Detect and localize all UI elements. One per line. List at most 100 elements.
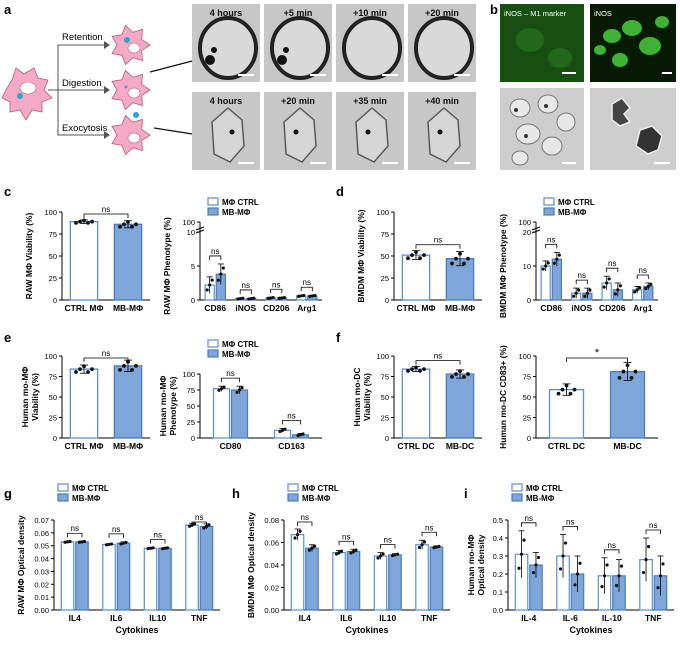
legend-swatch-mb (207, 207, 219, 216)
data-point (236, 297, 240, 301)
bar-ctrl (401, 254, 431, 301)
data-point (216, 278, 220, 282)
data-point (560, 387, 565, 392)
data-point (217, 388, 221, 392)
data-point (635, 288, 639, 292)
data-point (282, 295, 286, 300)
scale-bar (454, 162, 470, 164)
data-point (454, 372, 458, 376)
cell-outline (342, 16, 402, 80)
y-tick-label: 0.04 (264, 561, 279, 570)
x-axis-label: Cytokines (345, 625, 388, 635)
significance-bracket (67, 532, 83, 538)
data-point (296, 433, 300, 438)
y-tick-label: 25 (381, 414, 389, 423)
data-point (552, 261, 556, 265)
y-axis-label: BMDM MΦ Viability (%) (356, 209, 366, 302)
data-point (148, 546, 153, 550)
legend-label-ctrl: MΦ CTRL (526, 484, 563, 493)
y-tick-label: 50 (187, 402, 195, 411)
bar-mb (445, 373, 475, 439)
significance-label: ns (272, 280, 280, 289)
x-tick-label: CTRL DC (548, 441, 585, 451)
panel-letter-i: i (464, 486, 468, 501)
significance-bracket (83, 357, 129, 362)
data-point (616, 288, 620, 292)
x-tick-label: TNF (191, 613, 208, 623)
bar-mb (429, 546, 444, 611)
x-tick-label: IL-10 (602, 613, 622, 623)
data-point (617, 375, 622, 380)
data-point (602, 285, 606, 289)
legend-swatch-mb (543, 207, 555, 216)
data-point (280, 428, 285, 432)
bar-ctrl (185, 524, 199, 611)
data-point (544, 264, 548, 268)
data-point (410, 367, 414, 372)
bar-ctrl (373, 555, 388, 611)
nucleus-icon (127, 132, 141, 144)
particle-icon (229, 129, 235, 135)
x-tick-label: CTRL MΦ (65, 441, 104, 451)
data-point (572, 387, 577, 392)
data-point (82, 364, 86, 369)
data-point (312, 544, 317, 548)
data-point (222, 385, 226, 389)
data-point (65, 540, 70, 544)
data-point (573, 583, 577, 587)
data-point (420, 543, 424, 547)
data-point (298, 433, 303, 437)
y-tick-label: 0.00 (34, 606, 49, 615)
data-point (221, 266, 225, 270)
y-tick-label: 10 (523, 262, 531, 271)
particle-icon (277, 55, 287, 65)
y-tick-label: 0.07 (34, 516, 49, 525)
bar-ctrl (332, 552, 346, 611)
bar-mb (199, 525, 214, 611)
x-tick-label: CD163 (278, 441, 305, 451)
x-tick-label: TNF (645, 613, 662, 623)
legend-swatch-ctrl (57, 483, 69, 492)
particle-icon (437, 129, 443, 135)
data-point (109, 542, 114, 546)
data-point (395, 552, 400, 556)
data-point (337, 551, 341, 555)
legend-label-ctrl: MΦ CTRL (222, 198, 259, 207)
axis-break (195, 226, 205, 234)
y-axis-label: Human mo-DCViability (%) (352, 367, 372, 426)
significance-bracket (209, 255, 222, 260)
timepoint-label: 4 hours (210, 8, 243, 18)
data-point (575, 572, 580, 576)
data-point (339, 549, 344, 553)
data-point (641, 570, 646, 575)
x-tick-label: CTRL DC (397, 441, 434, 451)
data-point (410, 253, 414, 258)
scale-bar (238, 162, 254, 164)
legend-swatch-mb (511, 493, 523, 502)
x-axis-label: Cytokines (569, 625, 612, 635)
data-point (625, 363, 630, 368)
significance-bracket (150, 539, 166, 544)
legend-label-ctrl: MΦ CTRL (302, 484, 339, 493)
significance-label: ns (639, 266, 647, 275)
significance-bracket (108, 533, 124, 538)
legend-swatch-ctrl (543, 197, 555, 206)
particle-icon (124, 37, 130, 43)
significance-bracket (575, 279, 588, 285)
data-point (277, 296, 281, 300)
significance-label: ns (211, 247, 219, 256)
y-tick-label: 0.0 (493, 606, 503, 615)
data-point (241, 296, 245, 300)
bar-mb (113, 365, 143, 439)
x-tick-label: TNF (421, 613, 438, 623)
cell-outline (198, 16, 258, 80)
bar-ctrl (143, 547, 158, 611)
significance-label: ns (608, 541, 616, 550)
data-point (605, 281, 609, 285)
chart-c-left: 0 25 50 75 100 RAW MΦ Viability (%) CTRL MΦ MB-… (24, 205, 150, 313)
data-point (299, 294, 303, 298)
branch-label-exocytosis: Exocytosis (62, 123, 108, 134)
data-point (644, 558, 648, 562)
